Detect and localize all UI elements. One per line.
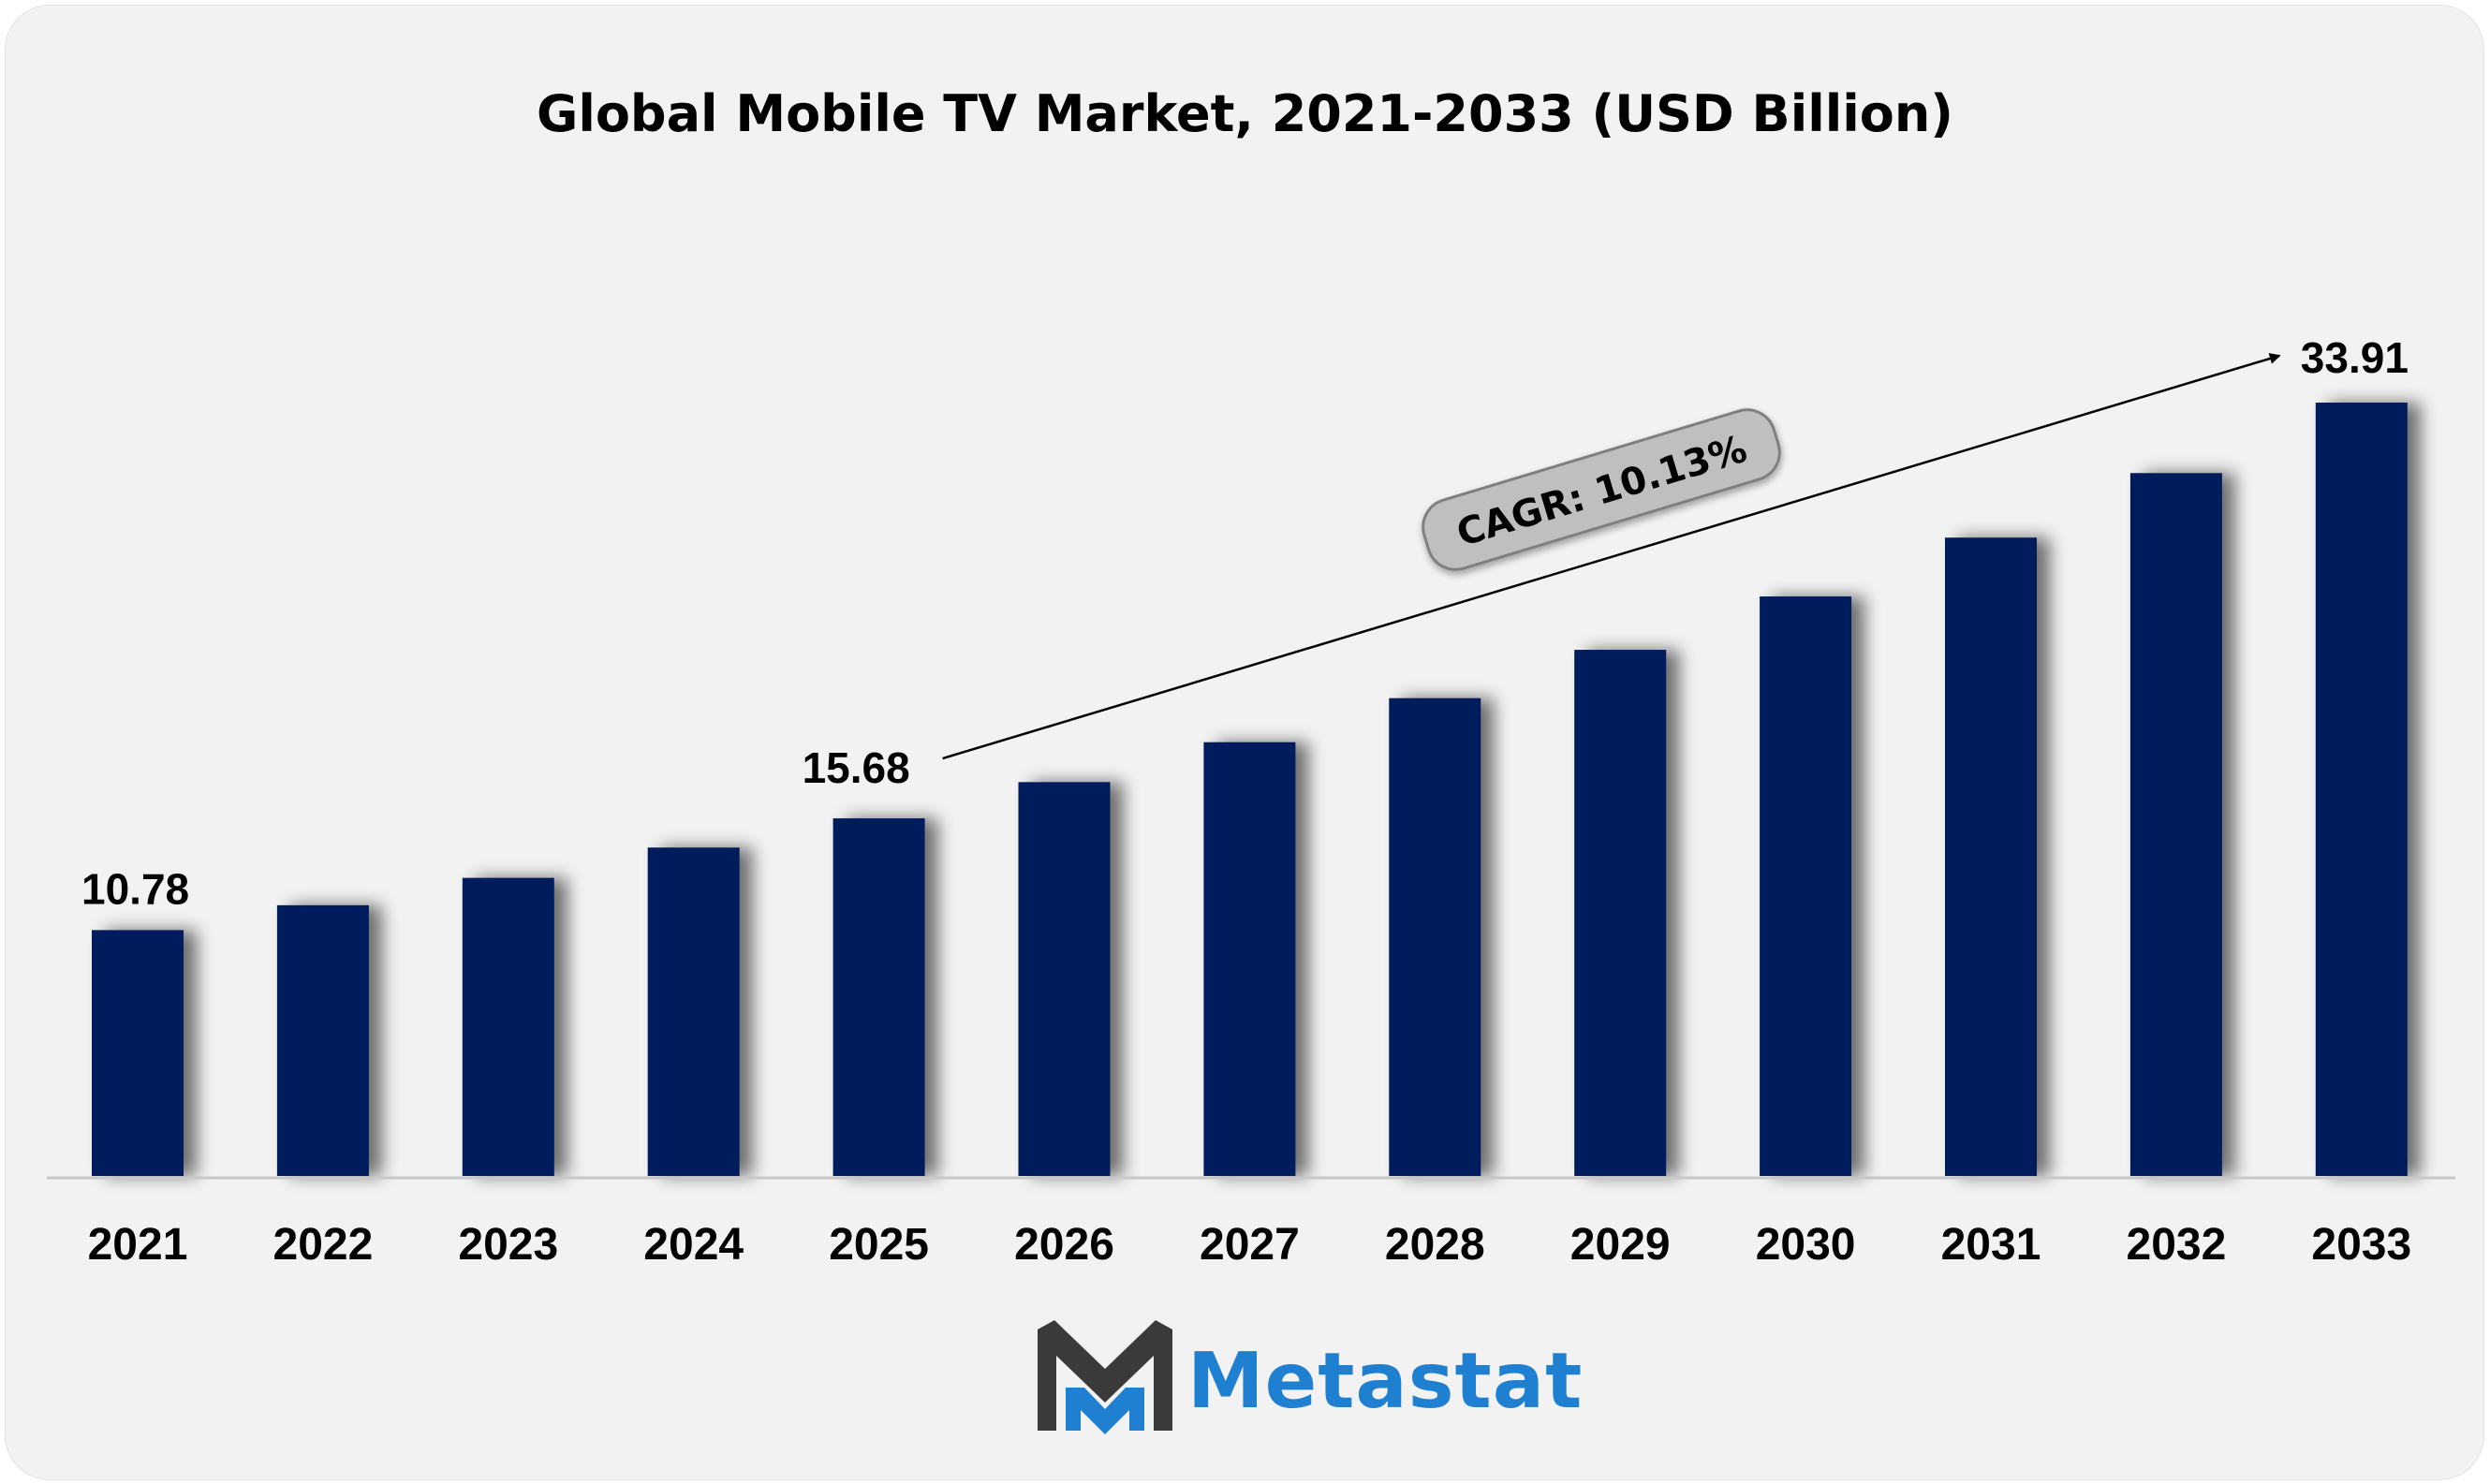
bar-2025 [832, 818, 925, 1176]
chart-title: Global Mobile TV Market, 2021-2033 (USD … [537, 84, 1953, 143]
cagr-badge-box [1422, 408, 1781, 571]
bar-2029 [1574, 650, 1667, 1176]
x-tick-label: 2027 [1200, 1220, 1300, 1270]
x-tick-label: 2029 [1570, 1220, 1671, 1270]
x-tick-label: 2026 [1014, 1220, 1114, 1270]
bar-2031 [1945, 537, 2037, 1176]
metastat-logo: Metastat [1038, 1320, 1582, 1442]
bar-2024 [647, 847, 740, 1176]
bar-2027 [1203, 742, 1296, 1176]
bar-2022 [276, 904, 369, 1176]
x-tick-label: 2032 [2127, 1220, 2227, 1270]
bar-2028 [1389, 698, 1481, 1176]
x-tick-label: 2021 [88, 1220, 188, 1270]
value-labels: 10.78 15.68 33.91 [81, 333, 2409, 913]
value-label-2033: 33.91 [2301, 333, 2409, 382]
x-tick-labels: 2021 2022 2023 2024 2025 2026 2027 2028 2029 2030… [88, 1220, 2412, 1270]
x-tick-label: 2031 [1941, 1220, 2041, 1270]
metastat-mark-icon [1038, 1320, 1172, 1434]
x-tick-label: 2025 [829, 1220, 929, 1270]
x-tick-label: 2028 [1385, 1220, 1485, 1270]
x-tick-label: 2030 [1756, 1220, 1856, 1270]
value-label-2021: 10.78 [81, 864, 189, 913]
x-tick-label: 2022 [273, 1220, 374, 1270]
value-label-2025: 15.68 [803, 743, 910, 792]
x-tick-label: 2023 [458, 1220, 558, 1270]
cagr-arrow [942, 353, 2281, 760]
bar-2033 [2315, 403, 2408, 1176]
x-tick-label: 2033 [2311, 1220, 2411, 1270]
bar-2030 [1760, 596, 1852, 1176]
cagr-badge: CAGR: 10.13% [1422, 408, 1781, 571]
x-tick-label: 2024 [643, 1220, 744, 1270]
bar-2026 [1018, 782, 1111, 1176]
bars-group [92, 403, 2408, 1176]
bar-2023 [462, 877, 554, 1176]
bar-2032 [2129, 473, 2222, 1176]
bar-2021 [92, 930, 184, 1176]
metastat-wordmark: Metastat [1187, 1337, 1584, 1426]
